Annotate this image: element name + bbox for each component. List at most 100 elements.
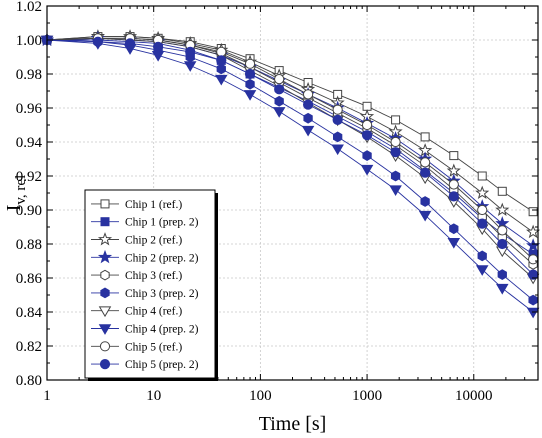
x-tick-label: 10 [146,388,161,404]
data-point [475,185,490,200]
legend-marker [99,341,111,352]
data-point [185,46,196,58]
data-point [495,283,509,295]
data-point [477,171,487,181]
legend-marker [100,217,110,227]
legend-label: Chip 5 (prep. 2) [125,359,199,371]
series-line [46,36,534,213]
legend-label: Chip 4 (ref.) [125,306,182,318]
legend-item: Chip 2 (ref.) [91,232,182,247]
data-point [497,238,508,250]
data-point [495,202,510,217]
data-point [332,114,343,126]
legend: Chip 1 (ref.) Chip 1 (prep. 2) Chip 2 (ref… [84,189,218,381]
data-point [302,99,314,110]
data-point [477,218,488,229]
data-point [390,136,401,148]
x-tick-label: 10000 [455,388,493,404]
data-point [526,224,541,239]
legend-label: Chip 1 (prep. 2) [125,217,199,229]
data-point [183,61,197,72]
data-point [528,294,538,306]
legend-label: Chip 3 (ref.) [125,270,182,282]
data-point [497,269,507,280]
legend-marker [99,359,111,370]
data-point [389,185,402,196]
legend-marker [98,306,112,318]
data-point [153,41,164,52]
legend-marker [100,199,110,209]
data-point [420,167,431,178]
data-point [301,125,315,137]
legend-marker [97,232,113,246]
legend-label: Chip 2 (prep. 2) [125,252,199,264]
data-point [528,254,539,265]
data-point [124,38,136,49]
data-point [497,225,508,236]
y-tick-label: 0.94 [16,135,43,151]
legend-label: Chip 1 (ref.) [125,199,182,211]
series-10 [41,34,539,280]
data-point [390,147,401,158]
data-point [216,55,227,66]
x-tick-label: 100 [249,388,272,404]
data-point [274,95,284,107]
legend-item: Chip 2 (prep. 2) [91,249,199,264]
legend-item: Chip 3 (ref.) [91,269,182,282]
data-point [274,84,285,95]
data-point [446,163,461,177]
data-point [418,210,432,222]
data-point [244,58,256,69]
data-point [391,115,401,125]
data-point [244,68,256,80]
legend-label: Chip 5 (ref.) [125,341,182,353]
data-point [215,74,228,86]
legend-marker [98,324,112,335]
y-tick-label: 1.00 [16,33,42,49]
y-tick-label: 0.90 [16,203,42,219]
data-point [477,204,488,216]
data-point [243,90,257,101]
y-tick-label: 0.88 [16,237,42,253]
y-tick-label: 0.80 [16,373,42,389]
data-point [447,238,461,249]
data-point [475,265,489,276]
data-point [448,191,459,202]
data-point [332,104,343,115]
x-tick-label: 1 [43,388,51,404]
y-axis-label: Iv, rel [3,175,29,212]
x-axis-label: Time [s] [259,413,327,435]
data-point [302,89,314,100]
legend-marker [97,249,113,264]
y-axis-label-sub: v, rel [13,175,29,205]
data-point [526,307,540,319]
data-point [303,112,313,124]
y-tick-label: 0.82 [16,339,42,355]
legend-marker [100,269,110,281]
data-point [497,186,507,196]
legend-marker [100,287,110,299]
legend-item: Chip 3 (prep. 2) [91,287,199,300]
data-point [245,78,255,90]
data-point [216,63,226,75]
data-point [272,107,286,118]
data-point [361,119,373,131]
legend-label: Chip 3 (prep. 2) [125,288,199,300]
y-tick-label: 0.98 [16,67,42,83]
data-point [420,196,430,207]
ticks [46,5,539,381]
data-point [449,223,459,235]
data-point [92,36,104,47]
data-point [390,170,401,182]
legend-item: Chip 5 (ref.) [91,341,182,353]
data-point [528,207,538,217]
data-point [420,157,431,168]
y-tick-label: 0.84 [16,305,43,321]
legend-item: Chip 1 (ref.) [91,199,182,211]
data-point [360,164,374,176]
y-tick-label: 0.92 [16,169,42,185]
series-1 [42,32,538,217]
data-point [420,132,430,142]
data-point [448,179,459,190]
